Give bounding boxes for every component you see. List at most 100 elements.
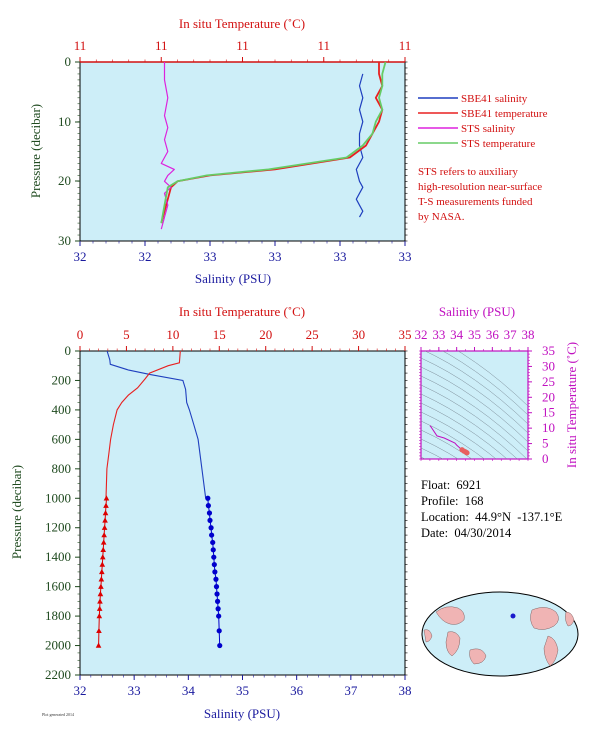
top-temperature-tick-label: 11: [236, 38, 249, 53]
profile-date: Date: 04/30/2014: [421, 526, 512, 540]
ts-plot-area: [420, 350, 529, 460]
top-series-line: [160, 61, 387, 224]
density-contour: [421, 384, 528, 459]
top-series-line: [160, 62, 384, 224]
temperature-sample-marker: [96, 613, 103, 619]
ts-temperature-tick-label: 5: [542, 436, 549, 451]
temperature-sample-marker: [103, 495, 110, 501]
top-pressure-tick-label: 0: [65, 54, 72, 69]
bottom-pressure-tick-label: 2000: [45, 638, 71, 653]
salinity-sample-marker: [205, 503, 211, 509]
ts-salinity-tick-label: 34: [450, 327, 464, 342]
ts-temperature-tick-label: 35: [542, 343, 555, 358]
bottom-pressure-tick-label: 1800: [45, 608, 71, 623]
bottom-temperature-tick-label: 5: [123, 327, 130, 342]
temperature-sample-marker: [99, 554, 106, 560]
note-line: high-resolution near-surface: [418, 181, 542, 193]
top-panel-note: STS refers to auxiliary high-resolution n…: [418, 166, 542, 223]
ts-temperature-tick-label: 20: [542, 389, 555, 404]
bottom-temperature-tick-label: 20: [259, 327, 272, 342]
ts-density-contours: [421, 351, 528, 459]
top-salinity-tick-label: 33: [269, 249, 282, 264]
top-panel-temperature-ticks: 11 11 11 11 11: [74, 38, 411, 62]
salinity-sample-marker: [205, 495, 211, 501]
bottom-panel-pressure-axis-label: Pressure (decibar): [9, 465, 24, 559]
temperature-sample-marker: [96, 627, 102, 634]
world-map-ocean: [421, 591, 579, 677]
bottom-profile-line: [105, 350, 181, 499]
bottom-pressure-tick-label: 800: [52, 461, 72, 476]
temperature-sample-marker: [101, 532, 107, 538]
legend-entry: SBE41 salinity: [461, 93, 528, 105]
top-temperature-tick-label: 11: [74, 38, 87, 53]
top-salinity-tick-label: 33: [204, 249, 217, 264]
temperature-sample-marker: [99, 568, 105, 575]
bottom-temperature-tick-label: 25: [306, 327, 319, 342]
top-panel-pressure-axis-label: Pressure (decibar): [28, 104, 43, 198]
bottom-temperature-tick-label: 35: [399, 327, 412, 342]
ts-salinity-tick-label: 38: [522, 327, 535, 342]
ts-temperature-tick-label: 30: [542, 358, 555, 373]
bottom-temperature-tick-label: 15: [213, 327, 226, 342]
bottom-salinity-tick-label: 37: [344, 683, 358, 698]
bottom-salinity-tick-label: 38: [399, 683, 412, 698]
bottom-profile-line: [106, 350, 207, 499]
ts-temperature-tick-label: 15: [542, 405, 555, 420]
temperature-sample-marker: [97, 598, 103, 604]
ts-panel-temperature-axis-label: In situ Temperature (˚C): [564, 342, 579, 468]
float-location: Location: 44.9°N -137.1°E: [421, 510, 563, 524]
bottom-salinity-tick-label: 34: [182, 683, 196, 698]
bottom-salinity-tick-label: 36: [290, 683, 304, 698]
ts-temperature-tick-label: 0: [542, 451, 549, 466]
salinity-sample-marker: [214, 591, 220, 597]
salinity-sample-marker: [216, 613, 222, 619]
density-contour: [442, 351, 528, 416]
density-contour: [421, 357, 528, 434]
bottom-pressure-tick-label: 600: [52, 431, 72, 446]
density-contour: [421, 420, 485, 459]
temperature-sample-marker: [98, 583, 104, 589]
top-panel-pressure-ticks: 0 10 20 30: [58, 54, 408, 248]
footer-note: Plot generated 2014: [42, 712, 74, 717]
density-contour: [421, 429, 473, 459]
top-panel-legend: SBE41 salinity SBE41 temperature STS salin…: [418, 93, 548, 150]
note-line: STS refers to auxiliary: [418, 166, 518, 178]
salinity-sample-marker: [210, 547, 216, 553]
legend-entry: STS salinity: [461, 123, 516, 135]
bottom-salinity-tick-label: 33: [128, 683, 141, 698]
ts-panel-series: [429, 425, 470, 456]
top-salinity-tick-label: 32: [74, 249, 87, 264]
legend-entry: SBE41 temperature: [461, 108, 548, 120]
density-contour: [457, 351, 528, 407]
salinity-sample-marker: [211, 554, 217, 560]
salinity-sample-marker: [209, 532, 215, 538]
temperature-sample-marker: [103, 502, 109, 508]
temperature-sample-marker: [97, 591, 104, 597]
temperature-sample-marker: [95, 642, 102, 648]
bottom-pressure-tick-label: 0: [65, 343, 72, 358]
salinity-sample-marker: [207, 517, 213, 523]
bottom-temperature-tick-label: 0: [77, 327, 84, 342]
salinity-sample-marker: [217, 642, 223, 649]
bottom-panel-salinity-ticks: 32 33 34 35 36 37 38: [74, 675, 412, 698]
temperature-sample-marker: [100, 539, 107, 545]
bottom-pressure-tick-label: 200: [52, 372, 72, 387]
top-plot-area: [79, 61, 406, 242]
bottom-panel-pressure-ticks: 0 200 400 600 800 1000 1200 1400 1600 1800 2000 220…: [45, 343, 408, 682]
salinity-sample-marker: [210, 539, 216, 546]
top-salinity-tick-label: 33: [334, 249, 347, 264]
density-contour: [421, 447, 444, 459]
top-pressure-tick-label: 10: [58, 114, 71, 129]
top-panel: 11 11 11 11 11 32 32 33 33 33 33 0 10 20 30 In situ …: [28, 16, 548, 286]
bottom-salinity-tick-label: 35: [236, 683, 249, 698]
salinity-sample-marker: [215, 606, 221, 612]
world-map: [421, 591, 579, 677]
ts-salinity-tick-label: 35: [468, 327, 481, 342]
density-contour: [421, 375, 528, 452]
bottom-panel-temperature-ticks: 0 5 10 15 20 25 30 35: [77, 327, 412, 351]
world-map-land: [423, 606, 575, 667]
density-contour: [421, 366, 528, 443]
